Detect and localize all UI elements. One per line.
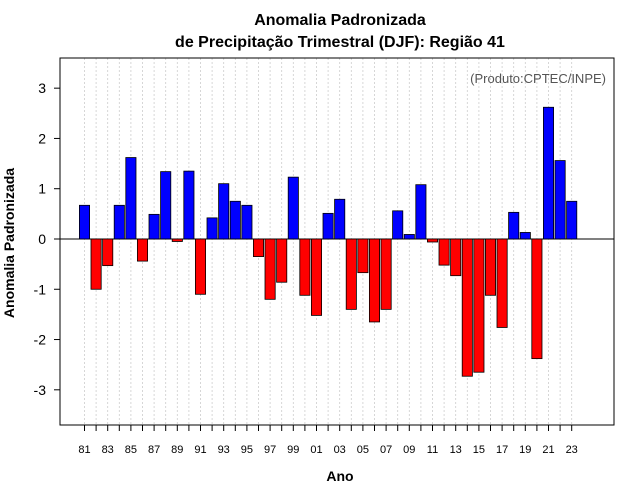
x-tick-label: 13 [450, 444, 462, 456]
credit-label: (Produto:CPTEC/INPE) [470, 71, 606, 86]
bar-85 [125, 157, 137, 240]
bar-16 [484, 238, 496, 296]
bar-83 [102, 238, 114, 267]
y-tick-label: -3 [34, 382, 47, 398]
bar-04 [345, 238, 357, 310]
bar-98 [276, 238, 288, 283]
x-axis: 81 83 85 87 89 91 93 95 97 99 01 03 05 07 09 11 13 15 17 19… [78, 425, 578, 456]
bar-88 [160, 171, 172, 240]
bar-23 [566, 200, 578, 240]
bar-81 [79, 204, 91, 240]
bar-96 [252, 238, 264, 257]
bar-95 [241, 204, 253, 240]
y-tick-label: 0 [38, 231, 46, 247]
chart-title-line2: de Precipitação Trimestral (DJF): Região… [175, 34, 505, 51]
y-tick-label: 2 [38, 130, 46, 146]
bar-94 [229, 200, 241, 240]
bar-99 [287, 176, 299, 240]
x-tick-label: 19 [519, 444, 531, 456]
bar-90 [183, 170, 195, 240]
x-tick-label: 03 [334, 444, 346, 456]
bar-15 [473, 238, 485, 373]
bar-92 [206, 217, 218, 240]
bar-17 [496, 238, 508, 328]
x-tick-label: 89 [171, 444, 183, 456]
x-tick-label: 05 [357, 444, 369, 456]
y-tick-label: 3 [38, 80, 46, 96]
x-tick-label: 81 [78, 444, 90, 456]
bar-01 [310, 238, 322, 316]
x-tick-label: 07 [380, 444, 392, 456]
x-axis-label: Ano [326, 468, 353, 484]
x-tick-label: 87 [148, 444, 160, 456]
x-tick-label: 91 [194, 444, 206, 456]
x-tick-label: 95 [241, 444, 253, 456]
bar-87 [148, 213, 160, 240]
chart-title-line1: Anomalia Padronizada [254, 12, 426, 29]
x-tick-label: 83 [102, 444, 114, 456]
bar-84 [113, 204, 125, 240]
x-tick-label: 21 [542, 444, 554, 456]
bar-18 [508, 211, 520, 240]
gridlines [84, 58, 573, 425]
x-tick-label: 11 [427, 444, 438, 456]
bar-03 [334, 198, 346, 240]
bar-11 [426, 238, 438, 243]
y-axis-label: Anomalia Padronizada [1, 168, 17, 318]
bar-91 [194, 238, 206, 295]
bar-06 [368, 238, 380, 323]
y-tick-label: -2 [34, 332, 47, 348]
x-tick-label: 01 [310, 444, 322, 456]
bar-97 [264, 238, 276, 300]
plot-frame [59, 57, 615, 426]
bar-09 [403, 234, 415, 240]
x-tick-label: 93 [218, 444, 230, 456]
bar-20 [531, 238, 543, 360]
x-tick-label: 17 [496, 444, 508, 456]
bar-08 [392, 210, 404, 240]
bar-93 [218, 183, 230, 240]
bar-12 [438, 238, 450, 266]
bars [79, 106, 578, 377]
bar-05 [357, 238, 369, 274]
bar-00 [299, 238, 311, 296]
bar-14 [461, 238, 473, 377]
bar-19 [519, 232, 531, 240]
y-tick-label: 1 [38, 181, 46, 197]
bar-86 [136, 238, 148, 262]
x-tick-label: 85 [125, 444, 137, 456]
y-tick-label: -1 [34, 281, 47, 297]
bar-07 [380, 238, 392, 310]
bar-22 [554, 160, 566, 240]
x-tick-label: 15 [473, 444, 485, 456]
y-axis: -3 -2 -1 0 1 2 3 [34, 80, 60, 398]
x-tick-label: 99 [287, 444, 299, 456]
x-tick-label: 23 [566, 444, 578, 456]
bar-13 [450, 238, 462, 277]
bar-89 [171, 238, 183, 242]
x-tick-label: 09 [403, 444, 415, 456]
bar-02 [322, 212, 334, 240]
bar-21 [543, 106, 555, 240]
bar-10 [415, 184, 427, 240]
x-tick-label: 97 [264, 444, 276, 456]
bar-82 [90, 238, 102, 290]
